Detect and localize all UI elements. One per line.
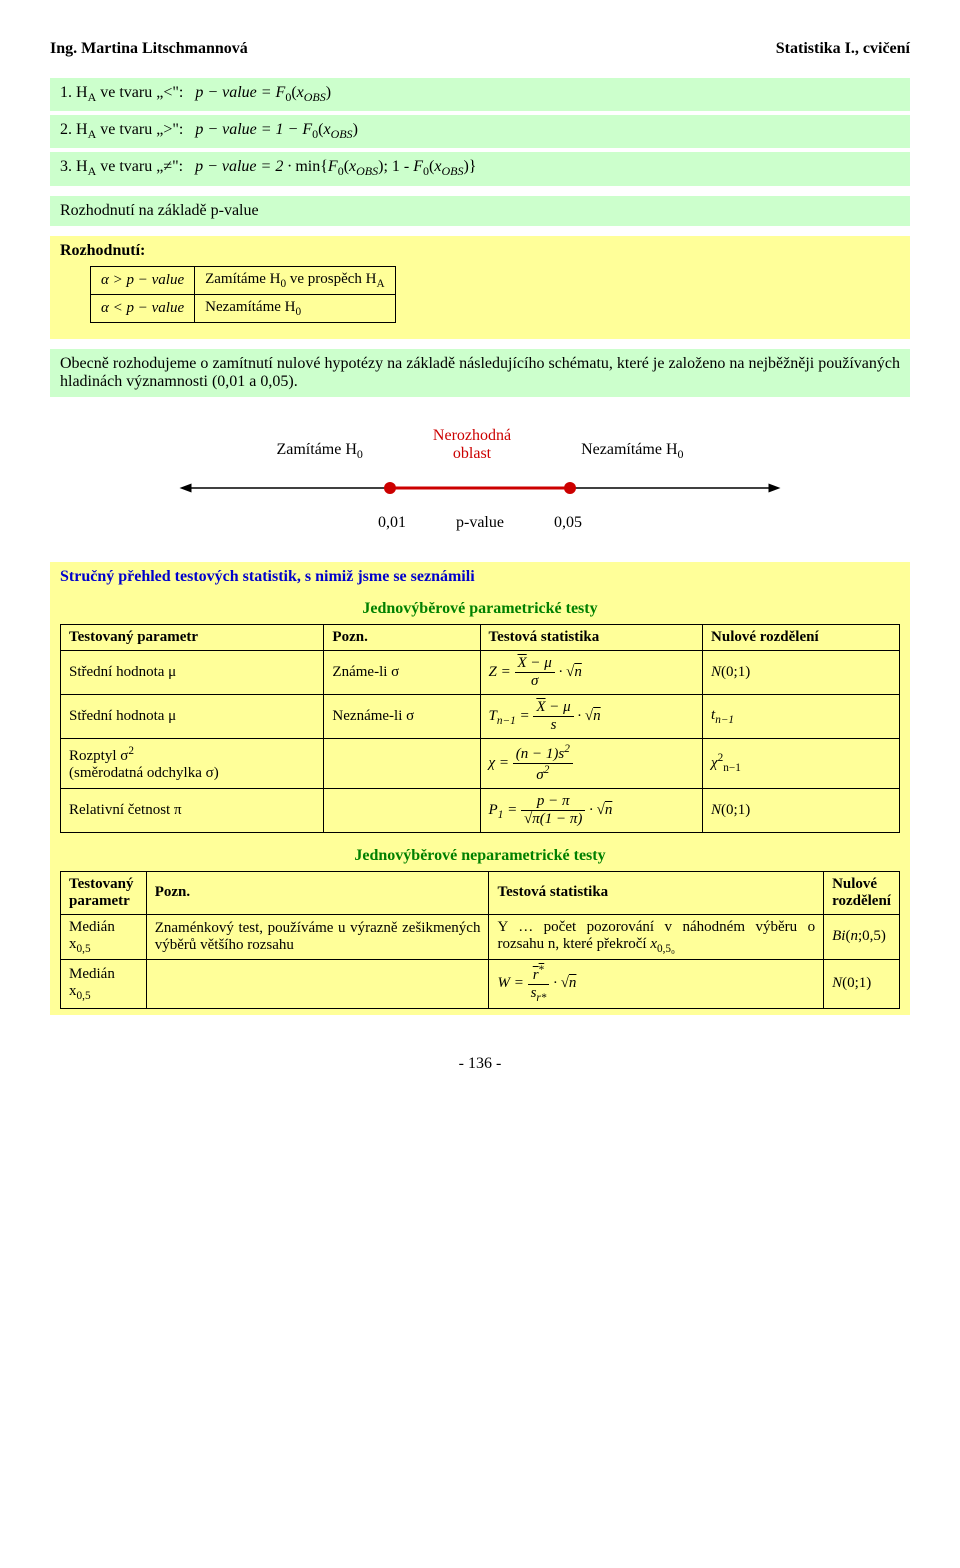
td	[324, 738, 480, 788]
diagram-pvalue-label: p-value	[456, 514, 504, 532]
td: Známe-li σ	[324, 650, 480, 694]
td	[324, 788, 480, 832]
td: Medián x0,5	[61, 959, 147, 1008]
nonparametric-table: Testovanýparametr Pozn. Testová statisti…	[60, 871, 900, 1009]
td	[146, 959, 489, 1008]
diagram-mid-label: Nerozhodnáoblast	[433, 427, 511, 463]
decision-table: α > p − value Zamítáme H0 ve prospěch HA…	[90, 266, 396, 323]
td: Tn−1 = X − μs · √n	[480, 694, 702, 738]
th: Pozn.	[146, 871, 489, 914]
td: N(0;1)	[703, 788, 900, 832]
td: Znaménkový test, používáme u výrazně zeš…	[146, 914, 489, 959]
td: P1 = p − π√π(1 − π) · √n	[480, 788, 702, 832]
diagram-left-label: Zamítáme H0	[276, 441, 362, 462]
td: Rozptyl σ2(směrodatná odchylka σ)	[61, 738, 324, 788]
paragraph: Obecně rozhodujeme o zamítnutí nulové hy…	[50, 349, 910, 397]
td: Střední hodnota μ	[61, 694, 324, 738]
rozh-subtitle: Rozhodnutí:	[60, 242, 900, 260]
diagram-tick-2: 0,05	[554, 514, 582, 532]
td: tn−1	[703, 694, 900, 738]
diagram-right-label: Nezamítáme H0	[581, 441, 683, 462]
cell: α < p − value	[91, 294, 195, 322]
td: Střední hodnota μ	[61, 650, 324, 694]
decision-diagram: Zamítáme H0 Nerozhodnáoblast Nezamítáme …	[50, 427, 910, 532]
header-right: Statistika I., cvičení	[776, 40, 910, 58]
td: Bi(n;0,5)	[824, 914, 900, 959]
cell: α > p − value	[91, 266, 195, 294]
rozh-title: Rozhodnutí na základě p-value	[50, 196, 910, 226]
td: Relativní četnost π	[61, 788, 324, 832]
parametric-table: Testovaný parametr Pozn. Testová statist…	[60, 624, 900, 833]
td: N(0;1)	[824, 959, 900, 1008]
td: Medián x0,5	[61, 914, 147, 959]
td: χ = (n − 1)s2σ2	[480, 738, 702, 788]
th: Pozn.	[324, 624, 480, 650]
diagram-svg	[170, 463, 790, 513]
th: Testovaný parametr	[61, 624, 324, 650]
cell: Nezamítáme H0	[195, 294, 396, 322]
td: W = r*sr* · √n	[489, 959, 824, 1008]
th: Testovanýparametr	[61, 871, 147, 914]
th: Testová statistika	[480, 624, 702, 650]
page-number: - 136 -	[50, 1055, 910, 1073]
header-left: Ing. Martina Litschmannová	[50, 40, 248, 58]
item-3: 3. HA ve tvaru „≠": p − value = 2 · min{…	[50, 152, 910, 185]
th: Nulové rozdělení	[703, 624, 900, 650]
td: N(0;1)	[703, 650, 900, 694]
td: χ2n−1	[703, 738, 900, 788]
item-1: 1. HA ve tvaru „<": p − value = F0(xOBS)	[50, 78, 910, 111]
item-2: 2. HA ve tvaru „>": p − value = 1 − F0(x…	[50, 115, 910, 148]
green-title-1: Jednovýběrové parametrické testy	[60, 600, 900, 618]
th: Nulovérozdělení	[824, 871, 900, 914]
cell: Zamítáme H0 ve prospěch HA	[195, 266, 396, 294]
diagram-tick-1: 0,01	[378, 514, 406, 532]
td: Z = X − μσ · √n	[480, 650, 702, 694]
th: Testová statistika	[489, 871, 824, 914]
green-title-2: Jednovýběrové neparametrické testy	[60, 847, 900, 865]
td: Y … počet pozorování v náhodném výběru o…	[489, 914, 824, 959]
td: Neznáme-li σ	[324, 694, 480, 738]
blue-title: Stručný přehled testových statistik, s n…	[60, 568, 900, 586]
